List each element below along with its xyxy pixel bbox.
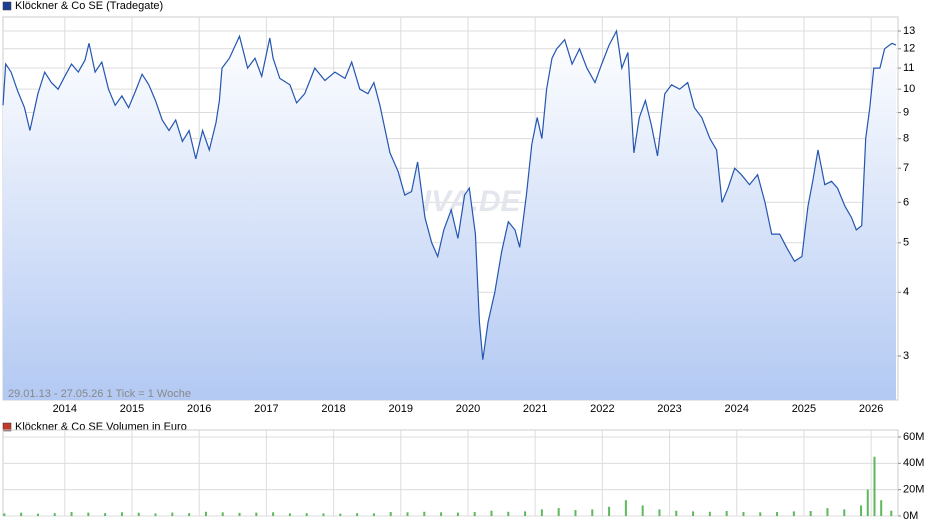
volume-bar xyxy=(221,512,224,516)
volume-bar xyxy=(87,512,90,516)
volume-bar xyxy=(3,513,6,516)
volume-bar xyxy=(826,508,829,516)
volume-bar xyxy=(742,512,745,516)
plot-frame xyxy=(2,429,899,517)
x-tick-label: 2021 xyxy=(523,403,547,415)
x-tick-label: 2019 xyxy=(389,403,413,415)
volume-bar xyxy=(36,513,39,516)
volume-bar xyxy=(238,512,241,516)
volume-bar xyxy=(574,510,577,516)
volume-bar xyxy=(53,513,56,516)
legend-swatch xyxy=(2,1,12,11)
x-tick-label: 2025 xyxy=(792,403,816,415)
volume-bar xyxy=(356,513,359,516)
volume-bar xyxy=(658,509,661,516)
volume-bar xyxy=(120,512,123,516)
volume-bar xyxy=(440,512,443,516)
x-tick-label: 2023 xyxy=(657,403,681,415)
volume-bar xyxy=(725,510,728,516)
legend-swatch xyxy=(2,422,12,432)
x-tick-label: 2016 xyxy=(187,403,211,415)
y-tick-label: 10 xyxy=(903,83,915,95)
x-tick-label: 2014 xyxy=(53,403,77,415)
volume-bar xyxy=(540,509,543,516)
volume-bar xyxy=(473,512,476,516)
volume-bar xyxy=(389,512,392,516)
y-tick-label: 4 xyxy=(903,286,909,298)
volume-bar xyxy=(692,511,695,516)
volume-bar xyxy=(792,511,795,516)
volume-bar xyxy=(843,509,846,516)
volume-bar xyxy=(305,513,308,516)
volume-bar xyxy=(591,509,594,516)
period-note: 29.01.13 - 27.05.26 1 Tick = 1 Woche xyxy=(8,388,191,400)
volume-bar xyxy=(372,513,375,516)
volume-bar xyxy=(456,512,459,516)
x-tick-label: 2018 xyxy=(321,403,345,415)
chart-title: Klöckner & Co SE (Tradegate) xyxy=(15,0,163,12)
y-tick-label: 5 xyxy=(903,237,909,249)
y-tick-label: 9 xyxy=(903,106,909,118)
volume-bar xyxy=(255,512,258,516)
y-tick-label: 8 xyxy=(903,133,909,145)
y-tick-label: 3 xyxy=(903,350,909,362)
y-tick-label: 13 xyxy=(903,25,915,37)
volume-bar xyxy=(809,510,812,516)
price-line xyxy=(2,29,897,360)
volume-bar xyxy=(406,512,409,516)
y-tick-label: 7 xyxy=(903,162,909,174)
x-tick-label: 2026 xyxy=(859,403,883,415)
y-tick-label: 40M xyxy=(903,457,924,469)
volume-bar xyxy=(322,513,325,516)
volume-bar xyxy=(104,513,107,516)
volume-bar xyxy=(507,511,510,516)
y-tick-label: 60M xyxy=(903,431,924,443)
volume-bar xyxy=(624,500,627,516)
volume-bar xyxy=(759,512,762,516)
volume-bar xyxy=(608,506,611,516)
volume-bar xyxy=(866,489,869,516)
y-tick-label: 20M xyxy=(903,484,924,496)
volume-bar xyxy=(524,511,527,516)
volume-bar xyxy=(880,500,883,516)
volume-bar xyxy=(339,513,342,516)
volume-bar xyxy=(20,512,23,516)
y-tick-label: 6 xyxy=(903,196,909,208)
volume-bar xyxy=(708,511,711,516)
volume-bar xyxy=(154,513,157,516)
volume-bar xyxy=(890,510,893,516)
volume-bar xyxy=(137,512,140,516)
volume-bar xyxy=(776,512,779,516)
volume-bar xyxy=(423,511,426,516)
x-tick-label: 2015 xyxy=(120,403,144,415)
volume-bar xyxy=(204,511,207,516)
volume-bar xyxy=(675,510,678,516)
chart-title: Klöckner & Co SE Volumen in Euro xyxy=(15,421,187,433)
volume-bar xyxy=(557,508,560,516)
x-tick-label: 2024 xyxy=(724,403,748,415)
volume-bar xyxy=(272,512,275,516)
x-tick-label: 2020 xyxy=(456,403,480,415)
volume-bar xyxy=(288,513,291,516)
volume-bar xyxy=(490,510,493,516)
y-tick-label: 11 xyxy=(903,62,914,74)
volume-bar xyxy=(188,513,191,516)
volume-bar xyxy=(171,512,174,516)
x-tick-label: 2017 xyxy=(254,403,278,415)
volume-bar xyxy=(641,505,644,516)
volume-bar xyxy=(860,505,863,516)
volume-bar xyxy=(873,456,876,516)
y-tick-label: 12 xyxy=(903,43,915,55)
y-tick-label: 0M xyxy=(903,510,918,522)
x-tick-label: 2022 xyxy=(590,403,614,415)
volume-bar xyxy=(70,512,73,516)
